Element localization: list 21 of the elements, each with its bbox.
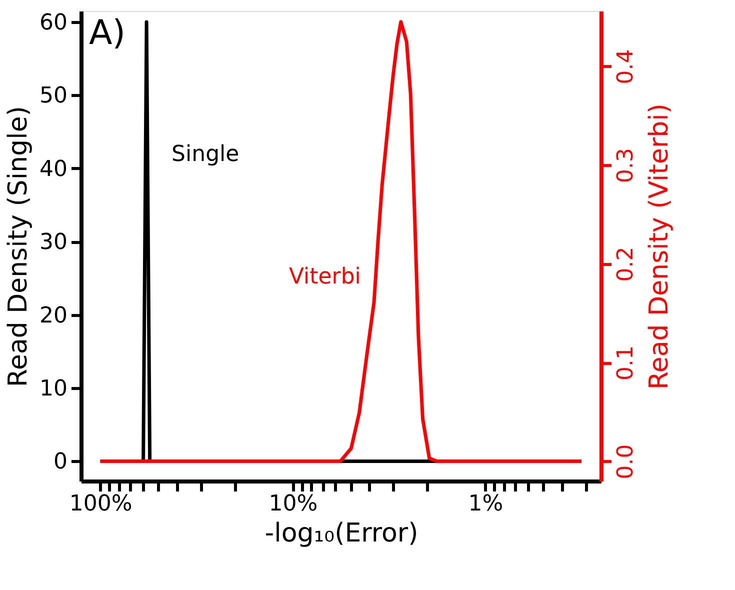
- x-tick-label: 10%: [268, 492, 318, 516]
- series-label: Single: [172, 142, 240, 167]
- y2-tick-label: 0.2: [614, 246, 638, 282]
- y-axis-title: Read Density (Single): [4, 106, 34, 387]
- y-tick-label: 30: [40, 230, 68, 256]
- annotation: A): [89, 13, 126, 53]
- y2-axis-title: Read Density (Viterbi): [644, 103, 674, 390]
- y-tick-label: 40: [40, 156, 68, 182]
- y-tick-label: 50: [40, 84, 68, 109]
- y2-tick-label: 0.1: [614, 346, 638, 381]
- series-label: Viterbi: [288, 264, 361, 290]
- x-axis-title: -log₁₀(Error): [264, 518, 418, 548]
- y-tick-label: 20: [40, 303, 68, 328]
- y-tick-label: 60: [40, 10, 68, 36]
- y2-tick-label: 0.0: [614, 444, 638, 480]
- x-tick-label: 100%: [69, 492, 132, 516]
- x-tick-label: 1%: [468, 492, 504, 516]
- y2-tick-label: 0.4: [614, 49, 638, 84]
- y-tick-label: 0: [54, 450, 68, 475]
- y-tick-label: 10: [40, 376, 68, 402]
- y2-tick-label: 0.3: [614, 148, 638, 184]
